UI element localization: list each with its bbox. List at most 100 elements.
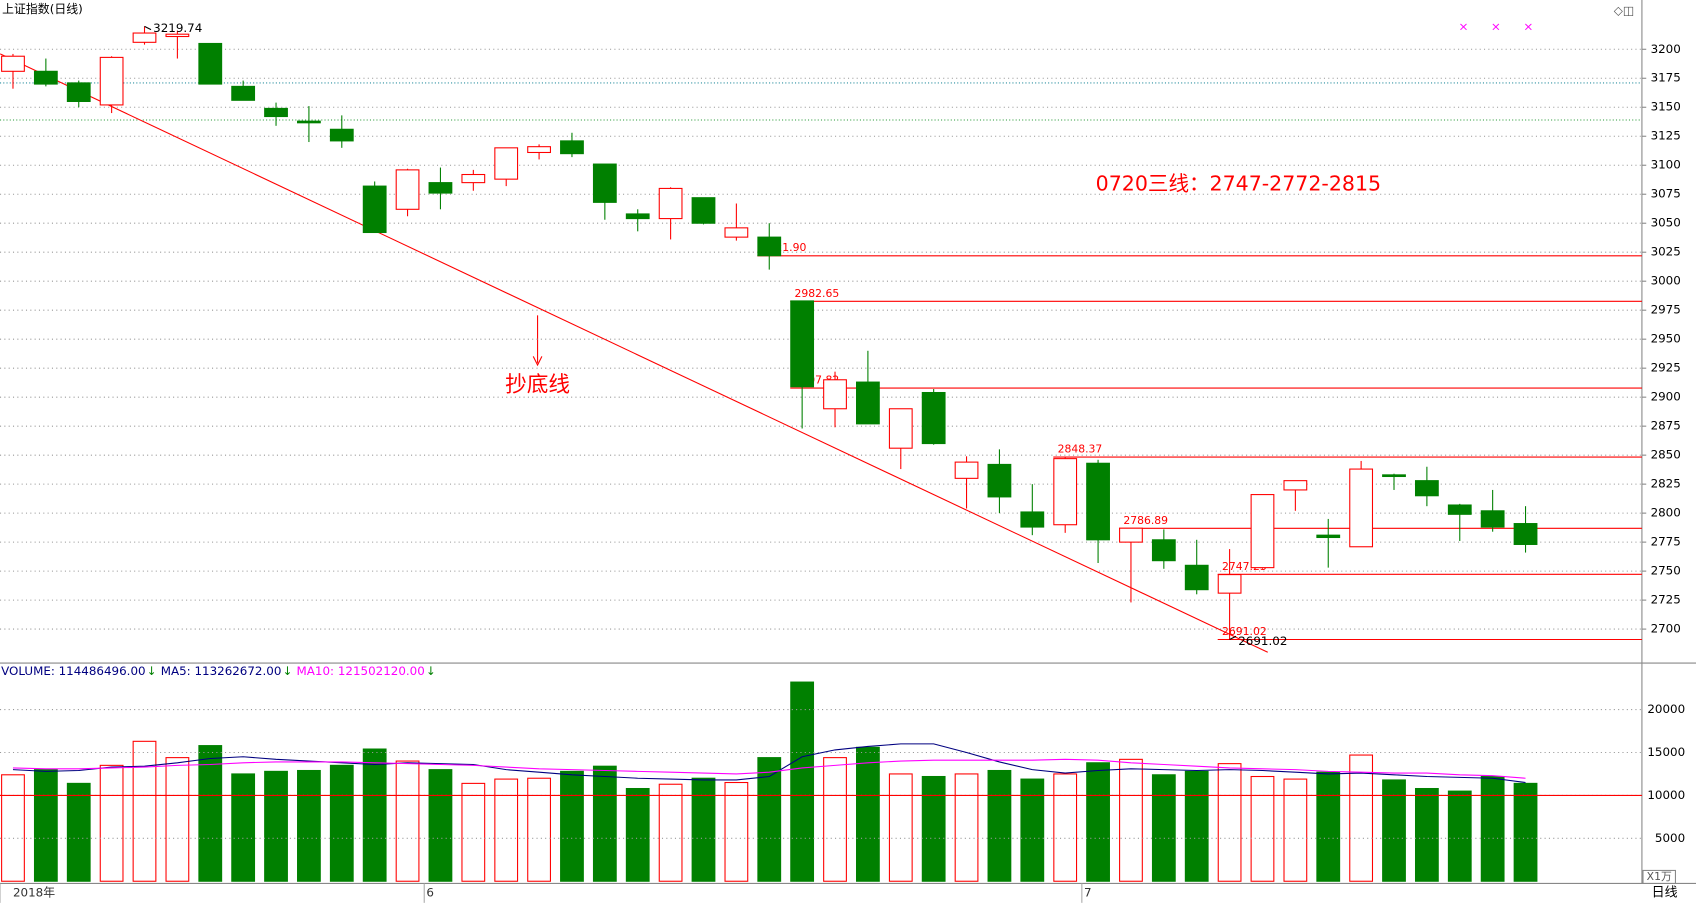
candle-body: [132, 32, 157, 43]
candle-body: [461, 173, 486, 184]
volume-bar: [1382, 779, 1406, 882]
volume-legend: VOLUME: 114486496.00: [1, 664, 146, 678]
volume-bar: [592, 765, 617, 882]
legend-arrow: ↓: [282, 664, 292, 678]
volume-bar: [362, 748, 387, 882]
candle-body: [1217, 574, 1242, 594]
level-label: 2691.02: [1222, 625, 1267, 638]
volume-bar: [757, 757, 782, 882]
trendline: [0, 53, 1268, 653]
y-tick-label: 2925: [1651, 361, 1681, 375]
candle-body: [724, 227, 749, 238]
volume-bar: [1151, 774, 1176, 882]
volume-bar: [1250, 775, 1275, 882]
x-tick-label: 6: [426, 886, 434, 900]
volume-bar: [823, 757, 847, 882]
y-tick-label: 2975: [1651, 303, 1681, 317]
candle-body: [1447, 504, 1472, 515]
y-tick-label: 3125: [1651, 129, 1681, 143]
candle-body: [1, 55, 25, 72]
candle-body: [1020, 511, 1045, 528]
candle-body: [921, 391, 946, 445]
annotation: 0720三线：2747-2772-2815: [1096, 172, 1381, 196]
marker: ×: [1458, 20, 1468, 34]
volume-bar: [297, 769, 321, 882]
y-tick-label: 2850: [1651, 448, 1681, 462]
chart-title: 上证指数(日线): [2, 2, 83, 16]
candle-body: [1513, 523, 1538, 545]
volume-bar: [790, 681, 815, 882]
volume-bar: [494, 778, 519, 882]
candle-body: [1184, 564, 1209, 591]
volume-bar: [1513, 782, 1538, 882]
volume-legend: MA10: 121502120.00: [297, 664, 425, 678]
volume-bar: [527, 777, 551, 882]
marker: ×: [1523, 20, 1533, 34]
volume-bar: [1349, 754, 1374, 882]
extreme-pointer: [1229, 635, 1237, 640]
volume-tick-label: 15000: [1647, 745, 1685, 759]
volume-bar: [329, 764, 354, 882]
candle-body: [297, 120, 321, 124]
extreme-label: 3219.74: [153, 21, 202, 35]
volume-bar: [1086, 762, 1110, 882]
toolbar-icons[interactable]: ◇◫: [1614, 3, 1634, 17]
volume-bar: [231, 773, 256, 882]
arrow-head: [532, 356, 543, 367]
y-tick-label: 3050: [1651, 216, 1681, 230]
y-tick-label: 3100: [1651, 158, 1681, 172]
volume-bar: [1217, 763, 1242, 882]
y-tick-label: 2775: [1651, 535, 1681, 549]
candle-body: [1480, 510, 1505, 528]
level-label: 2786.89: [1123, 514, 1168, 527]
y-tick-label: 3175: [1651, 71, 1681, 85]
legend-arrow: ↓: [147, 664, 157, 678]
candle-body: [823, 379, 847, 410]
candle-body: [99, 56, 124, 106]
candle-body: [954, 461, 979, 479]
candle-body: [856, 381, 880, 425]
candle-body: [264, 107, 288, 118]
level-label: 2848.37: [1058, 442, 1103, 455]
y-tick-label: 3000: [1651, 274, 1681, 288]
volume-bar: [1119, 758, 1143, 882]
y-tick-label: 3025: [1651, 245, 1681, 259]
y-tick-label: 3150: [1651, 100, 1681, 114]
candle-body: [494, 147, 519, 180]
volume-bar: [625, 787, 650, 882]
volume-unit: X1万: [1647, 870, 1672, 883]
volume-bar: [1184, 770, 1209, 882]
volume-bar: [165, 757, 190, 882]
volume-bar: [1283, 778, 1308, 882]
volume-bar: [658, 783, 683, 882]
candle-body: [987, 463, 1012, 498]
period-label[interactable]: 日线: [1652, 886, 1678, 901]
level-label: 2982.65: [795, 287, 840, 300]
volume-legend: MA5: 113262672.00: [161, 664, 282, 678]
volume-bar: [461, 782, 486, 882]
candle-body: [1250, 494, 1275, 569]
y-tick-label: 3200: [1651, 42, 1681, 56]
candle-body: [790, 300, 815, 388]
legend-arrow: ↓: [426, 664, 436, 678]
x-tick-label: 2018年: [13, 886, 55, 900]
candle-body: [560, 140, 584, 155]
marker: ×: [1491, 20, 1501, 34]
x-tick-label: 7: [1084, 886, 1092, 900]
volume-ma5: [12, 743, 1526, 784]
y-tick-label: 2900: [1651, 390, 1681, 404]
y-tick-label: 2725: [1651, 593, 1681, 607]
volume-tick-label: 10000: [1647, 788, 1685, 802]
volume-bar: [395, 760, 420, 882]
y-tick-label: 2800: [1651, 506, 1681, 520]
volume-bar: [132, 740, 157, 882]
y-tick-label: 2950: [1651, 332, 1681, 346]
volume-bar: [66, 782, 91, 882]
volume-bar: [1447, 790, 1472, 882]
candle-body: [592, 163, 617, 203]
candle-body: [1414, 480, 1439, 497]
volume-bar: [691, 777, 716, 882]
candle-body: [66, 82, 91, 102]
volume-ma10: [12, 758, 1526, 779]
